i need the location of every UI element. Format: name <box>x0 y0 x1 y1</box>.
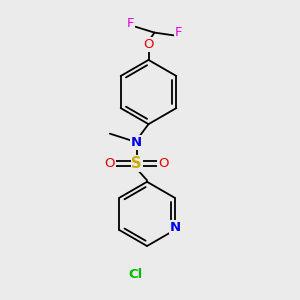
Text: O: O <box>143 38 154 51</box>
Text: Cl: Cl <box>128 268 142 281</box>
Text: S: S <box>131 156 142 171</box>
Text: F: F <box>175 26 182 39</box>
Text: N: N <box>170 221 181 234</box>
Text: N: N <box>131 136 142 149</box>
Text: F: F <box>127 17 134 30</box>
Text: O: O <box>105 157 115 170</box>
Text: O: O <box>158 157 169 170</box>
